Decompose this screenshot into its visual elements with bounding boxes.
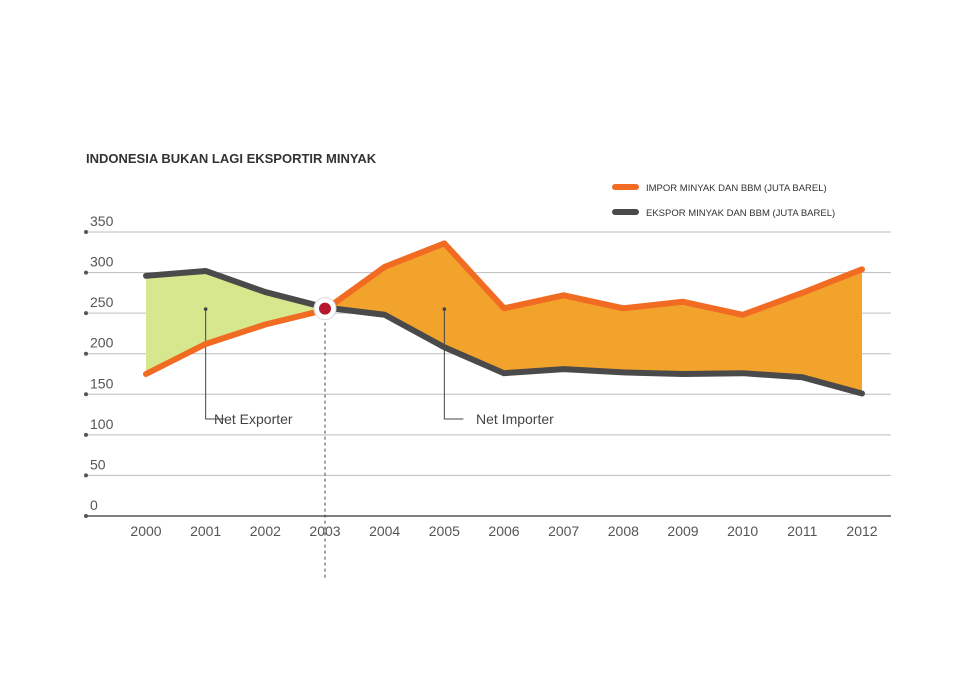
- y-tick-dot-200: [84, 351, 88, 356]
- x-axis-ticks: 2000 2001 2002 2003 2004 2005 2006 2007 2008 2009…: [130, 523, 877, 539]
- x-tick-label: 2008: [608, 523, 639, 539]
- legend-label-export: EKSPOR MINYAK DAN BBM (JUTA BAREL): [646, 208, 835, 219]
- y-tick-dot-300: [84, 270, 88, 275]
- series-lines: [143, 240, 865, 397]
- net-importer-area: [325, 243, 862, 394]
- y-tick-dot-0: [84, 514, 88, 518]
- import-line: [143, 240, 865, 377]
- legend: IMPOR MINYAK DAN BBM (JUTA BAREL) EKSPOR…: [612, 183, 835, 219]
- x-tick-label: 2002: [250, 523, 281, 539]
- x-tick-label: 2000: [130, 523, 161, 539]
- y-tick-dot-50: [84, 473, 88, 478]
- crossover-marker-group: [313, 297, 337, 321]
- x-tick-label: 2004: [369, 523, 400, 539]
- y-tick-dot-100: [84, 432, 88, 437]
- annotation-leaders: [203, 307, 464, 580]
- x-tick-label: 2010: [727, 523, 758, 539]
- y-tick-label: 150: [90, 375, 114, 391]
- export-line: [143, 267, 865, 397]
- x-tick-label: 2003: [309, 523, 340, 539]
- y-tick-label: 200: [90, 335, 114, 351]
- x-tick-label: 2012: [846, 523, 877, 539]
- x-tick-label: 2007: [548, 523, 579, 539]
- y-tick-label: 300: [90, 254, 114, 270]
- y-tick-label: 350: [90, 213, 114, 229]
- annotation-net-importer: Net Importer: [476, 411, 554, 427]
- y-tick-dot-150: [84, 392, 88, 397]
- y-axis-ticks: 0 50 100 150 200 250 300 350: [84, 213, 114, 518]
- chart-title: INDONESIA BUKAN LAGI EKSPORTIR MINYAK: [86, 151, 377, 166]
- x-tick-label: 2001: [190, 523, 221, 539]
- x-tick-label: 2011: [787, 523, 817, 539]
- x-tick-label: 2005: [429, 523, 460, 539]
- y-tick-dot-350: [84, 230, 88, 234]
- y-tick-label: 50: [90, 456, 106, 472]
- legend-label-import: IMPOR MINYAK DAN BBM (JUTA BAREL): [646, 183, 827, 194]
- y-tick-label: 100: [90, 416, 114, 432]
- annotation-net-exporter: Net Exporter: [214, 411, 293, 427]
- x-tick-label: 2006: [488, 523, 519, 539]
- y-tick-dot-250: [84, 311, 88, 316]
- y-tick-label: 0: [90, 497, 98, 513]
- grid: [86, 231, 891, 517]
- crossover-marker: [319, 302, 331, 315]
- x-tick-label: 2009: [667, 523, 698, 539]
- annotations: Net Exporter Net Importer: [214, 411, 554, 427]
- y-tick-label: 250: [90, 294, 114, 310]
